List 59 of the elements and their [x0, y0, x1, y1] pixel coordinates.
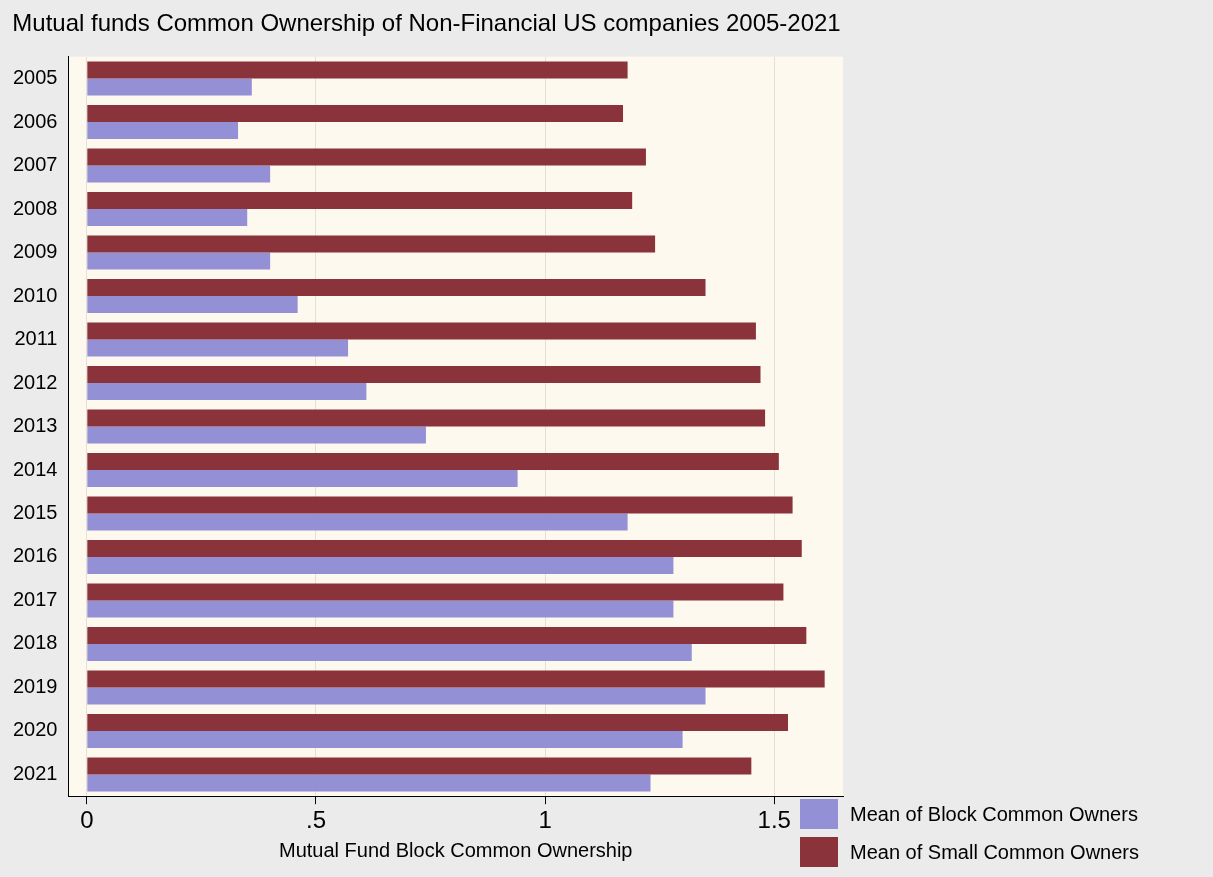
x-axis-title: Mutual Fund Block Common Ownership	[279, 838, 633, 861]
legend-label: Mean of Block Common Owners	[850, 802, 1138, 826]
bar	[87, 627, 807, 644]
bar	[87, 730, 683, 748]
y-tick-label: 2018	[12, 631, 58, 654]
bar	[87, 322, 756, 340]
chart-title: Mutual funds Common Ownership of Non-Financial US companies 2005-2021	[12, 9, 841, 37]
bar	[87, 105, 624, 123]
x-tick-label: 1	[538, 806, 552, 834]
y-tick-label: 2014	[12, 457, 58, 480]
y-tick-label: 2006	[12, 109, 58, 132]
bar	[87, 556, 674, 574]
bar	[87, 540, 802, 557]
bar	[87, 513, 628, 531]
bar	[87, 453, 779, 470]
bar	[87, 774, 651, 792]
bar	[87, 148, 646, 166]
y-tick-label: 2021	[12, 761, 58, 784]
bar	[87, 235, 656, 253]
bar	[87, 426, 426, 444]
y-tick-label: 2015	[12, 501, 58, 523]
bar	[87, 339, 349, 357]
y-tick-label: 2013	[12, 414, 58, 437]
bar	[87, 600, 674, 618]
y-tick-label: 2017	[12, 587, 58, 610]
y-tick-label: 2008	[12, 196, 58, 219]
bar	[87, 714, 789, 731]
bar	[87, 61, 628, 79]
x-tick-label: 1.5	[757, 806, 791, 834]
bar	[87, 687, 706, 705]
y-tick-label: 2012	[12, 370, 58, 393]
legend-label: Mean of Small Common Owners	[850, 840, 1139, 864]
bar	[87, 643, 692, 661]
bar	[87, 757, 752, 775]
y-tick-label: 2011	[14, 327, 58, 350]
y-tick-label: 2010	[12, 283, 58, 306]
bar	[87, 496, 793, 514]
bar	[87, 165, 271, 183]
bar	[87, 78, 252, 96]
y-tick-label: 2005	[12, 66, 58, 89]
y-tick-label: 2019	[12, 674, 58, 697]
y-tick-label: 2020	[12, 718, 58, 741]
bar	[87, 383, 367, 400]
bar	[87, 583, 784, 601]
bar	[87, 279, 706, 297]
x-tick-label: .5	[305, 806, 326, 834]
bar	[87, 409, 766, 427]
y-tick-label: 2007	[12, 153, 58, 176]
bar	[87, 670, 825, 688]
bar	[87, 122, 239, 139]
bar	[87, 192, 633, 210]
y-tick-label: 2009	[12, 240, 58, 263]
bar	[87, 296, 298, 313]
x-tick-label: 0	[80, 806, 94, 834]
y-tick-label: 2016	[12, 544, 58, 567]
bar	[87, 469, 518, 487]
bar	[87, 209, 248, 226]
bar	[87, 366, 761, 384]
bar	[87, 252, 271, 270]
